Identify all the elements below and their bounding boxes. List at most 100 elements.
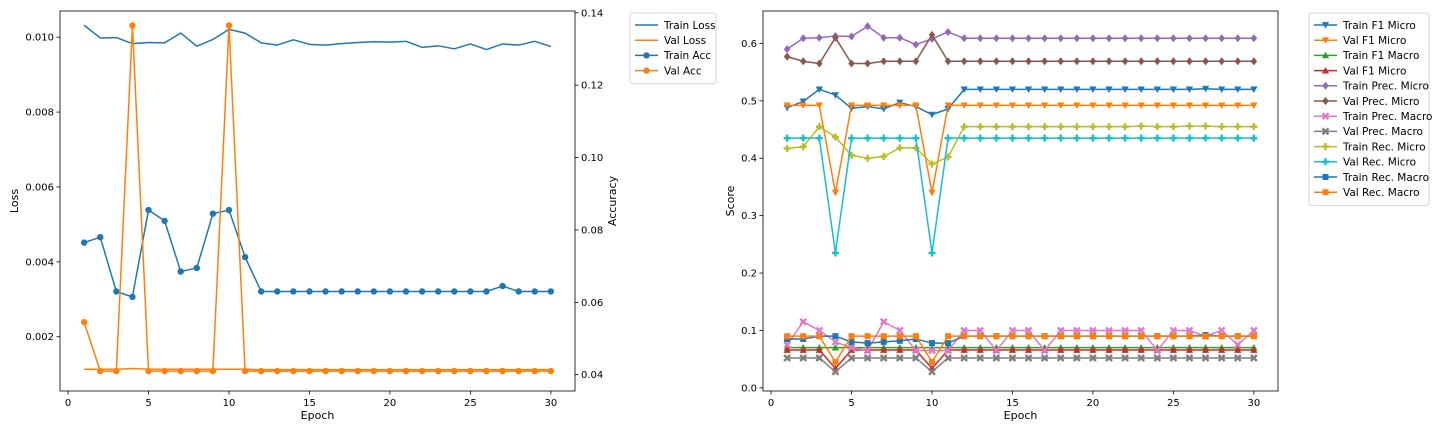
x-tick-label: 5	[145, 398, 151, 409]
data-point	[338, 288, 345, 295]
data-point	[912, 40, 920, 49]
data-point	[815, 102, 823, 110]
data-point	[257, 367, 265, 375]
data-point	[1137, 34, 1145, 43]
data-point	[896, 33, 904, 42]
series-line	[83, 24, 552, 51]
series-val-rec-macro-11	[784, 333, 1257, 366]
data-point	[831, 338, 840, 346]
data-point	[338, 367, 345, 375]
data-point	[1025, 34, 1032, 43]
data-point	[976, 346, 984, 353]
data-point	[1137, 326, 1146, 335]
data-point	[177, 268, 184, 275]
data-point	[1121, 102, 1129, 110]
data-point	[864, 134, 872, 142]
data-point	[451, 288, 458, 295]
data-point	[848, 32, 855, 41]
data-point	[863, 346, 872, 355]
data-point	[799, 134, 807, 142]
legend-label: Val Rec. Micro	[1343, 157, 1416, 169]
data-point	[992, 102, 1000, 110]
data-point	[1170, 34, 1177, 43]
data-point	[992, 134, 1000, 142]
series-line	[787, 357, 1254, 373]
legend-marker	[643, 67, 650, 74]
data-point	[1137, 57, 1145, 66]
data-point	[290, 288, 297, 295]
data-point	[976, 354, 985, 362]
series-line	[787, 104, 1254, 194]
data-point	[483, 288, 490, 295]
data-point	[799, 34, 807, 43]
data-point	[1250, 333, 1257, 340]
data-point	[1234, 57, 1242, 66]
x-tick-label: 25	[464, 398, 477, 409]
data-point	[515, 288, 522, 295]
data-point	[912, 333, 919, 340]
data-point	[912, 57, 920, 66]
data-point	[1073, 123, 1081, 131]
data-point	[531, 288, 538, 295]
legend-item: Val F1 Micro	[1314, 65, 1406, 77]
data-point	[832, 333, 839, 340]
data-point	[1008, 123, 1016, 131]
data-point	[1185, 122, 1193, 130]
data-point	[402, 367, 410, 375]
x-tick-label: 20	[1087, 398, 1100, 409]
data-point	[193, 264, 200, 272]
data-point	[831, 133, 839, 141]
data-point	[402, 288, 410, 295]
data-point	[783, 144, 791, 152]
data-point	[1201, 102, 1210, 110]
data-point	[1154, 333, 1161, 340]
data-point	[944, 346, 952, 355]
y-tick-label: 0.6	[741, 39, 757, 50]
y-right-tick-label: 0.12	[581, 81, 603, 92]
data-point	[976, 86, 984, 93]
data-point	[1089, 346, 1097, 353]
y-right-tick-label: 0.08	[581, 225, 603, 236]
legend-label: Train Acc	[663, 50, 711, 62]
data-point	[815, 346, 823, 353]
data-point	[1217, 326, 1226, 335]
series-line	[786, 88, 1254, 116]
series-val-prec-micro-5	[783, 30, 1258, 68]
data-point	[515, 367, 522, 375]
data-point	[322, 367, 329, 375]
data-point	[322, 288, 329, 295]
data-point	[418, 288, 426, 295]
data-point	[1137, 346, 1145, 353]
x-tick-label: 20	[384, 398, 397, 409]
y-tick-label: 0.5	[741, 96, 757, 107]
data-point	[1073, 86, 1081, 93]
data-point	[1153, 102, 1161, 110]
data-point	[129, 22, 136, 29]
data-point	[1008, 354, 1017, 362]
data-point	[1072, 354, 1081, 362]
legend-item: Train Prec. Macro	[1314, 111, 1432, 123]
data-point	[976, 326, 985, 335]
data-point	[912, 346, 920, 355]
data-point	[864, 22, 871, 31]
data-point	[992, 86, 1000, 93]
data-point	[418, 367, 426, 375]
data-point	[880, 33, 888, 42]
legend-marker	[1321, 51, 1330, 59]
data-point	[896, 134, 904, 142]
data-point	[1041, 86, 1049, 93]
data-point	[1234, 333, 1241, 340]
y-axis-label: Score	[724, 185, 737, 216]
data-point	[1105, 346, 1113, 353]
data-point	[1041, 123, 1049, 131]
data-point	[945, 340, 952, 347]
data-point	[1218, 34, 1225, 43]
data-point	[895, 326, 904, 335]
data-point	[864, 333, 871, 340]
data-point	[1169, 134, 1177, 142]
data-point	[864, 340, 871, 347]
data-point	[1040, 346, 1049, 355]
data-point	[879, 317, 888, 326]
data-point	[1106, 333, 1113, 340]
data-point	[354, 288, 361, 295]
